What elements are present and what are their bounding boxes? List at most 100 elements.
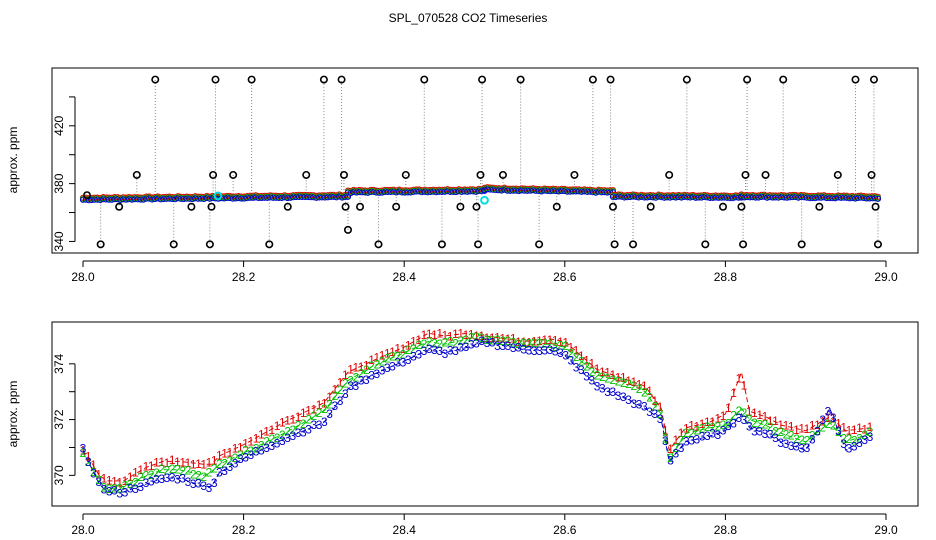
- highlight-point: [480, 195, 489, 205]
- series-marker-2: 2: [452, 336, 459, 350]
- series-marker-2: 2: [741, 406, 748, 420]
- series-marker-2: 2: [714, 419, 721, 433]
- top-x-tick-label: 28.4: [393, 270, 417, 284]
- series-marker-3: 3: [809, 433, 816, 447]
- series-marker-1: 1: [127, 470, 134, 484]
- series-marker-2: 2: [641, 386, 648, 400]
- outlier-point: [456, 202, 465, 211]
- series-marker-3: 3: [253, 445, 260, 459]
- series-marker-2: 2: [174, 462, 181, 476]
- series-marker-1: 1: [793, 423, 800, 437]
- series-marker-2: 2: [284, 424, 291, 438]
- series-marker-3: 3: [678, 441, 685, 455]
- series-marker-3: 3: [122, 485, 129, 499]
- top-y-tick-label: 380: [52, 173, 66, 193]
- outlier-point: [741, 170, 750, 179]
- series-marker-3: 3: [153, 472, 160, 486]
- series-marker-2: 2: [321, 402, 328, 416]
- series-marker-2: 2: [337, 383, 344, 397]
- outlier-point: [472, 202, 481, 211]
- series-marker-3: 3: [484, 336, 491, 350]
- series-marker-2: 2: [106, 482, 113, 496]
- series-marker-3: 3: [447, 344, 454, 358]
- outlier-point: [761, 170, 770, 179]
- outlier-point: [265, 240, 274, 249]
- series-marker-1: 1: [772, 414, 779, 428]
- series-marker-1: 1: [442, 329, 449, 343]
- series-marker-1: 1: [137, 463, 144, 477]
- series-marker-1: 1: [321, 397, 328, 411]
- series-marker-3: 3: [127, 482, 134, 496]
- series-marker-1: 1: [473, 329, 480, 343]
- series-marker-3: 3: [195, 477, 202, 491]
- series-marker-3: 3: [751, 424, 758, 438]
- series-marker-1: 1: [158, 455, 165, 469]
- series-marker-2: 2: [164, 464, 171, 478]
- series-marker-1: 1: [515, 335, 522, 349]
- series-marker-1: 1: [132, 465, 139, 479]
- series-marker-3: 3: [158, 472, 165, 486]
- bottom-x-tick-label: 28.2: [232, 523, 256, 537]
- series-marker-3: 3: [709, 427, 716, 441]
- series-marker-1: 1: [80, 444, 87, 458]
- series-marker-2: 2: [122, 479, 129, 493]
- series-marker-1: 1: [295, 410, 302, 424]
- series-marker-1: 1: [641, 379, 648, 393]
- series-marker-1: 1: [468, 327, 475, 341]
- series-marker-2: 2: [169, 462, 176, 476]
- series-marker-1: 1: [746, 405, 753, 419]
- series-marker-3: 3: [431, 343, 438, 357]
- series-marker-2: 2: [604, 372, 611, 386]
- series-marker-2: 2: [342, 376, 349, 390]
- series-marker-1: 1: [631, 375, 638, 389]
- series-marker-1: 1: [284, 414, 291, 428]
- baseline-point-series-3: [114, 196, 121, 203]
- series-marker-3: 3: [699, 430, 706, 444]
- series-marker-1: 1: [358, 360, 365, 374]
- top-plot-axes: 28.0 28.2 28.4 28.6 28.8 29.0 340 380 420: [52, 96, 898, 284]
- series-marker-3: 3: [788, 439, 795, 453]
- series-marker-2: 2: [463, 333, 470, 347]
- series-marker-1: 1: [735, 371, 742, 385]
- series-marker-3: 3: [840, 437, 847, 451]
- series-marker-1: 1: [227, 446, 234, 460]
- series-marker-2: 2: [672, 441, 679, 455]
- series-marker-1: 1: [867, 420, 874, 434]
- series-marker-2: 2: [185, 464, 192, 478]
- outlier-point: [610, 240, 619, 249]
- series-marker-3: 3: [683, 435, 690, 449]
- series-marker-2: 2: [730, 408, 737, 422]
- series-marker-3: 3: [662, 434, 669, 448]
- outlier-point: [535, 240, 544, 249]
- series-marker-1: 1: [861, 423, 868, 437]
- series-marker-2: 2: [158, 462, 165, 476]
- series-marker-2: 2: [410, 342, 417, 356]
- outlier-point: [420, 75, 429, 84]
- series-marker-1: 1: [206, 456, 213, 470]
- series-marker-1: 1: [310, 402, 317, 416]
- series-marker-2: 2: [389, 349, 396, 363]
- series-marker-2: 2: [599, 370, 606, 384]
- series-marker-3: 3: [342, 387, 349, 401]
- series-marker-2: 2: [557, 338, 564, 352]
- series-marker-3: 3: [688, 434, 695, 448]
- series-marker-2: 2: [541, 337, 548, 351]
- series-marker-1: 1: [290, 412, 297, 426]
- series-marker-2: 2: [861, 428, 868, 442]
- series-marker-3: 3: [725, 419, 732, 433]
- outlier-point: [779, 75, 788, 84]
- series-marker-3: 3: [452, 344, 459, 358]
- series-marker-1: 1: [174, 455, 181, 469]
- series-marker-2: 2: [819, 420, 826, 434]
- series-marker-2: 2: [253, 442, 260, 456]
- series-marker-1: 1: [216, 449, 223, 463]
- series-marker-1: 1: [751, 406, 758, 420]
- series-marker-3: 3: [819, 413, 826, 427]
- outlier-point: [797, 240, 806, 249]
- series-marker-3: 3: [137, 480, 144, 494]
- series-marker-2: 2: [269, 432, 276, 446]
- series-marker-3: 3: [641, 400, 648, 414]
- series-marker-2: 2: [153, 466, 160, 480]
- series-marker-3: 3: [620, 390, 627, 404]
- series-marker-3: 3: [384, 361, 391, 375]
